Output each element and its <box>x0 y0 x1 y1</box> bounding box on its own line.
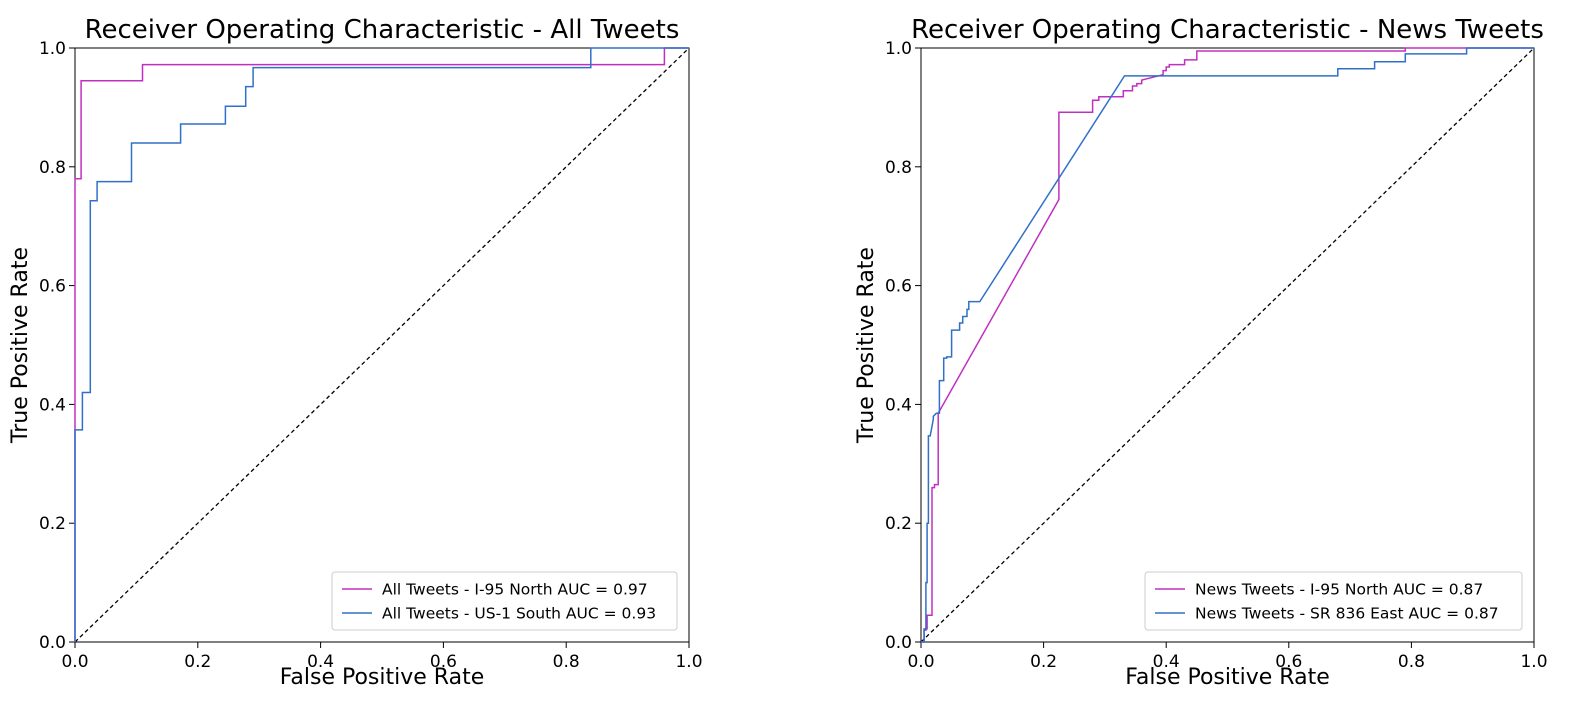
x-tick-label: 0.0 <box>907 652 934 672</box>
y-tick-label: 1.0 <box>885 39 912 59</box>
x-axis-label: False Positive Rate <box>280 665 484 690</box>
chart-panel-2: 0.0 0.2 0.4 0.6 0.8 1.00.00.20.40.60.81.0Rece… <box>854 15 1548 690</box>
x-tick-label: 0.8 <box>1398 652 1425 672</box>
y-tick-label: 1.0 <box>39 39 66 59</box>
y-tick-label: 0.4 <box>885 395 912 415</box>
roc-curve-series-2 <box>74 47 689 642</box>
roc-curve-series-1 <box>921 47 1534 643</box>
chart-panel-1: 0.0 0.2 0.4 0.6 0.8 1.0 0.0 0.2 0.4 0.6 0.8 1.0 Rece… <box>8 15 703 690</box>
chance-diagonal-line <box>920 47 1535 643</box>
legend-entry-label: News Tweets - SR 836 East AUC = 0.87 <box>1195 605 1499 623</box>
x-tick-label: 0.6 <box>430 652 457 672</box>
chart-title: Receiver Operating Characteristic - News… <box>911 15 1544 45</box>
x-tick-label: 0.4 <box>1153 652 1180 672</box>
legend-entry-label: All Tweets - I-95 North AUC = 0.97 <box>382 581 648 599</box>
x-tick-label: 0.0 <box>61 652 88 672</box>
y-tick-label: 0.8 <box>39 158 66 178</box>
chart-title: Receiver Operating Characteristic - All … <box>85 15 680 45</box>
x-tick-label: 1.0 <box>675 652 702 672</box>
legend: All Tweets - I-95 North AUC = 0.97 All Tw… <box>331 571 678 631</box>
roc-curve-series-2 <box>921 47 1534 643</box>
y-axis-label: True Positive Rate <box>8 247 33 444</box>
y-tick-label: 0.4 <box>39 395 66 415</box>
legend-box <box>1144 571 1523 631</box>
x-tick-label: 0.4 <box>307 652 334 672</box>
y-tick-label: 0.6 <box>39 277 66 297</box>
x-axis-label: False Positive Rate <box>1125 665 1329 690</box>
y-tick-label: 0.0 <box>39 633 66 653</box>
legend-entry-label: News Tweets - I-95 North AUC = 0.87 <box>1195 581 1483 599</box>
legend-entry-label: All Tweets - US-1 South AUC = 0.93 <box>382 605 656 623</box>
roc-curve-series-1 <box>74 47 689 642</box>
chance-diagonal-line <box>74 47 690 643</box>
y-tick-label: 0.6 <box>885 277 912 297</box>
x-tick-label: 0.2 <box>1030 652 1057 672</box>
x-tick-label: 0.2 <box>184 652 211 672</box>
y-tick-label: 0.2 <box>885 514 912 534</box>
y-axis-label: True Positive Rate <box>854 247 879 444</box>
y-tick-label: 0.8 <box>885 158 912 178</box>
x-tick-label: 1.0 <box>1520 652 1547 672</box>
y-tick-label: 0.2 <box>39 514 66 534</box>
legend: News Tweets - I-95 North AUC = 0.87 News … <box>1144 571 1523 631</box>
legend-box <box>331 571 678 631</box>
plot-frame <box>920 47 1535 643</box>
x-tick-label: 0.8 <box>553 652 580 672</box>
x-tick-label: 0.6 <box>1275 652 1302 672</box>
y-tick-label: 0.0 <box>885 633 912 653</box>
